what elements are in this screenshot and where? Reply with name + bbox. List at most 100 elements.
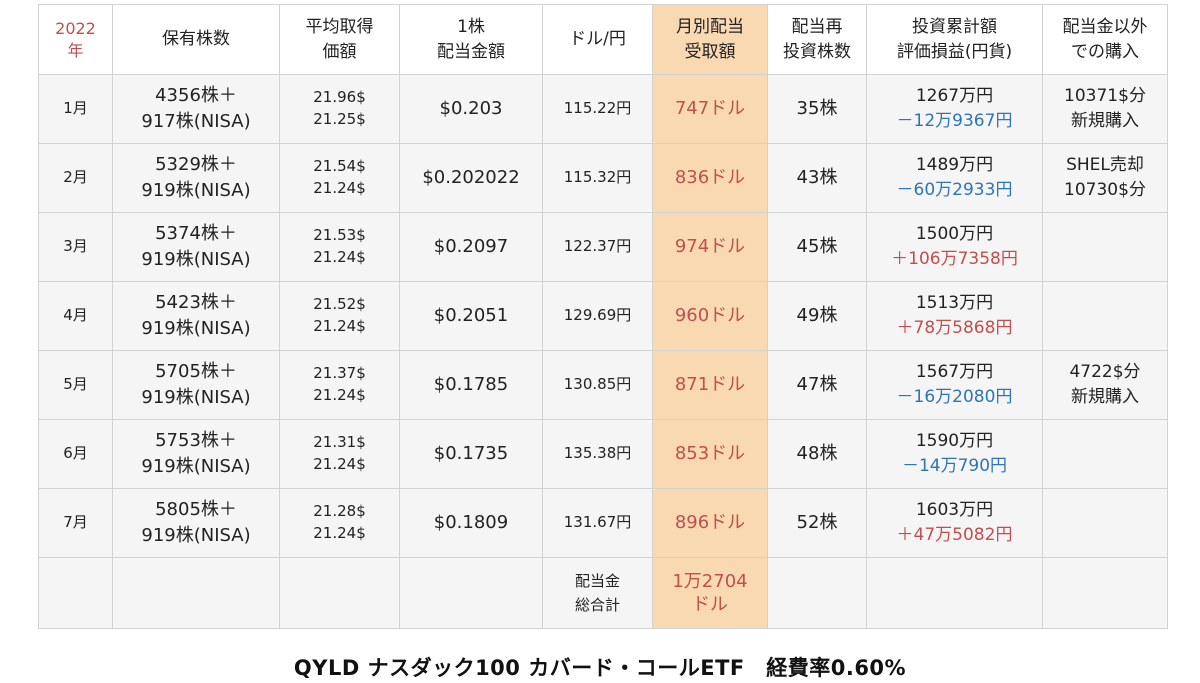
- shares-held-cell: 5329株＋ 919株(NISA): [112, 143, 280, 213]
- total-empty-cell: [866, 557, 1043, 629]
- average-cost-cell: 21.54$ 21.24$: [279, 143, 400, 213]
- table-row: 5月 5705株＋ 919株(NISA) 21.37$ 21.24$ $0.1785 130…: [38, 350, 1168, 420]
- investment-eval-cell: 1500万円 ＋106万7358円: [866, 212, 1043, 282]
- total-investment-value: 1590万円: [915, 431, 994, 452]
- investment-eval-cell: 1513万円 ＋78万5868円: [866, 281, 1043, 351]
- total-empty-cell: [1042, 557, 1168, 629]
- monthly-dividend-cell: 836ドル: [652, 143, 768, 213]
- total-row: 配当金 総合計 1万2704 ドル: [38, 557, 1168, 629]
- average-cost-cell: 21.96$ 21.25$: [279, 74, 400, 144]
- month-cell: 4月: [38, 281, 113, 351]
- dividend-per-share-cell: $0.202022: [399, 143, 543, 213]
- table-row: 6月 5753株＋ 919株(NISA) 21.31$ 21.24$ $0.1735 135…: [38, 419, 1168, 489]
- monthly-dividend-cell: 896ドル: [652, 488, 768, 558]
- shares-held-cell: 5705株＋ 919株(NISA): [112, 350, 280, 420]
- total-investment-value: 1489万円: [915, 155, 994, 176]
- investment-eval-cell: 1267万円 －12万9367円: [866, 74, 1043, 144]
- reinvest-shares-cell: 35株: [767, 74, 867, 144]
- dividend-per-share-cell: $0.2051: [399, 281, 543, 351]
- shares-held-cell: 5805株＋ 919株(NISA): [112, 488, 280, 558]
- reinvest-shares-cell: 47株: [767, 350, 867, 420]
- fx-rate-cell: 122.37円: [542, 212, 653, 282]
- total-empty-cell: [399, 557, 543, 629]
- monthly-dividend-cell: 960ドル: [652, 281, 768, 351]
- qyld-dividend-table: 2022 年 保有株数 平均取得 価額 1株 配当金額 ドル/円 月別配当 受取額 配…: [38, 4, 1168, 629]
- profit-loss-value: －12万9367円: [896, 111, 1013, 131]
- header-year: 2022 年: [38, 4, 113, 75]
- dividend-per-share-cell: $0.1785: [399, 350, 543, 420]
- total-dividend-value: 1万2704 ドル: [652, 557, 768, 629]
- profit-loss-value: ＋78万5868円: [896, 318, 1013, 338]
- investment-eval-cell: 1590万円 －14万790円: [866, 419, 1043, 489]
- fx-rate-cell: 115.32円: [542, 143, 653, 213]
- total-empty-cell: [112, 557, 280, 629]
- profit-loss-value: ＋106万7358円: [891, 249, 1018, 269]
- total-investment-value: 1267万円: [915, 86, 994, 107]
- shares-held-cell: 5423株＋ 919株(NISA): [112, 281, 280, 351]
- dividend-per-share-cell: $0.1809: [399, 488, 543, 558]
- other-purchase-cell: [1042, 419, 1168, 489]
- average-cost-cell: 21.53$ 21.24$: [279, 212, 400, 282]
- table-row: 2月 5329株＋ 919株(NISA) 21.54$ 21.24$ $0.202022 1…: [38, 143, 1168, 213]
- fx-rate-cell: 115.22円: [542, 74, 653, 144]
- reinvest-shares-cell: 43株: [767, 143, 867, 213]
- header-dividend-per-share: 1株 配当金額: [399, 4, 543, 75]
- investment-eval-cell: 1567万円 －16万2080円: [866, 350, 1043, 420]
- year-suffix: 年: [67, 40, 84, 60]
- shares-held-cell: 5753株＋ 919株(NISA): [112, 419, 280, 489]
- other-purchase-cell: [1042, 281, 1168, 351]
- fx-rate-cell: 131.67円: [542, 488, 653, 558]
- shares-held-cell: 5374株＋ 919株(NISA): [112, 212, 280, 282]
- header-avg-cost: 平均取得 価額: [279, 4, 400, 75]
- month-cell: 2月: [38, 143, 113, 213]
- other-purchase-cell: 4722$分 新規購入: [1042, 350, 1168, 420]
- fund-caption: QYLD ナスダック100 カバード・コールETF 経費率0.60%: [293, 656, 907, 680]
- total-empty-cell: [767, 557, 867, 629]
- fx-rate-cell: 135.38円: [542, 419, 653, 489]
- header-reinvest-shares: 配当再 投資株数: [767, 4, 867, 75]
- total-label: 配当金 総合計: [542, 557, 653, 629]
- average-cost-cell: 21.37$ 21.24$: [279, 350, 400, 420]
- investment-eval-cell: 1489万円 －60万2933円: [866, 143, 1043, 213]
- dividend-per-share-cell: $0.2097: [399, 212, 543, 282]
- monthly-dividend-cell: 853ドル: [652, 419, 768, 489]
- total-investment-value: 1513万円: [915, 293, 994, 314]
- header-fx: ドル/円: [542, 4, 653, 75]
- month-cell: 3月: [38, 212, 113, 282]
- other-purchase-cell: [1042, 488, 1168, 558]
- reinvest-shares-cell: 48株: [767, 419, 867, 489]
- average-cost-cell: 21.28$ 21.24$: [279, 488, 400, 558]
- month-cell: 7月: [38, 488, 113, 558]
- table-row: 1月 4356株＋ 917株(NISA) 21.96$ 21.25$ $0.203 115.…: [38, 74, 1168, 144]
- dividend-per-share-cell: $0.203: [399, 74, 543, 144]
- shares-held-cell: 4356株＋ 917株(NISA): [112, 74, 280, 144]
- reinvest-shares-cell: 52株: [767, 488, 867, 558]
- header-other-purchase: 配当金以外 での購入: [1042, 4, 1168, 75]
- total-empty-cell: [38, 557, 113, 629]
- table-row: 7月 5805株＋ 919株(NISA) 21.28$ 21.24$ $0.1809 131…: [38, 488, 1168, 558]
- dividend-per-share-cell: $0.1735: [399, 419, 543, 489]
- monthly-dividend-cell: 871ドル: [652, 350, 768, 420]
- table-row: 3月 5374株＋ 919株(NISA) 21.53$ 21.24$ $0.2097 122…: [38, 212, 1168, 282]
- other-purchase-cell: SHEL売却 10730$分: [1042, 143, 1168, 213]
- reinvest-shares-cell: 49株: [767, 281, 867, 351]
- header-row: 2022 年 保有株数 平均取得 価額 1株 配当金額 ドル/円 月別配当 受取額 配…: [38, 4, 1168, 75]
- other-purchase-cell: [1042, 212, 1168, 282]
- reinvest-shares-cell: 45株: [767, 212, 867, 282]
- investment-eval-cell: 1603万円 ＋47万5082円: [866, 488, 1043, 558]
- profit-loss-value: －60万2933円: [896, 180, 1013, 200]
- fx-rate-cell: 129.69円: [542, 281, 653, 351]
- total-empty-cell: [279, 557, 400, 629]
- month-cell: 5月: [38, 350, 113, 420]
- total-investment-value: 1500万円: [915, 224, 994, 245]
- month-cell: 1月: [38, 74, 113, 144]
- average-cost-cell: 21.31$ 21.24$: [279, 419, 400, 489]
- other-purchase-cell: 10371$分 新規購入: [1042, 74, 1168, 144]
- header-shares: 保有株数: [112, 4, 280, 75]
- month-cell: 6月: [38, 419, 113, 489]
- total-investment-value: 1603万円: [915, 500, 994, 521]
- total-investment-value: 1567万円: [915, 362, 994, 383]
- header-total-investment: 投資累計額 評価損益(円貨): [866, 4, 1043, 75]
- average-cost-cell: 21.52$ 21.24$: [279, 281, 400, 351]
- header-monthly-dividend: 月別配当 受取額: [652, 4, 768, 75]
